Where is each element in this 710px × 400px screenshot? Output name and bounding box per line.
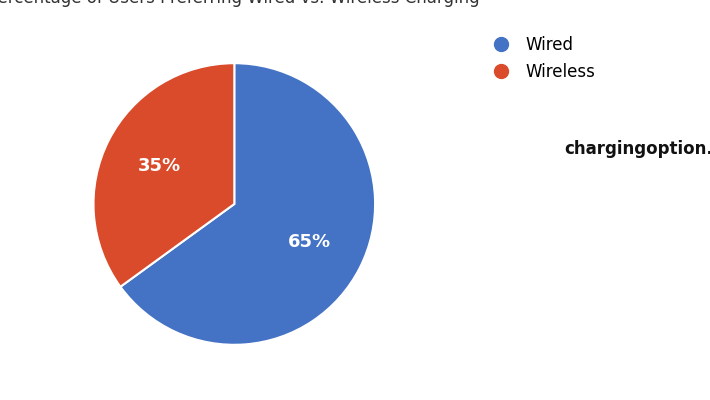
Text: 65%: 65%	[288, 233, 331, 251]
Text: chargingoption.com: chargingoption.com	[564, 140, 710, 158]
Wedge shape	[94, 63, 234, 287]
Wedge shape	[121, 63, 375, 345]
Legend: Wired, Wireless: Wired, Wireless	[484, 36, 596, 81]
Text: 35%: 35%	[138, 157, 180, 175]
Title: Percentage of Users Preferring Wired vs. Wireless Charging: Percentage of Users Preferring Wired vs.…	[0, 0, 480, 7]
